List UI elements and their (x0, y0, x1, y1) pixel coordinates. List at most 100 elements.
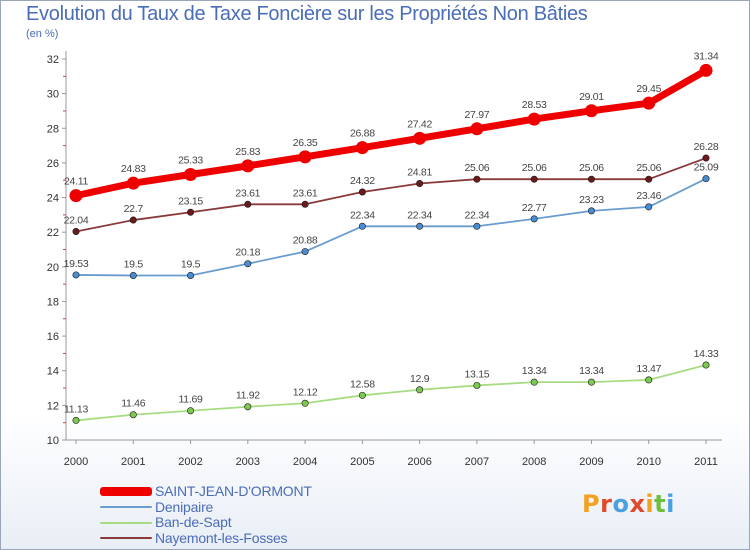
data-point (530, 175, 538, 183)
data-point (702, 175, 710, 183)
data-point (645, 203, 653, 211)
data-point (416, 222, 424, 230)
data-point (587, 207, 595, 215)
data-point (69, 189, 83, 203)
x-tick-label: 2009 (579, 456, 603, 468)
data-label: 23.23 (579, 194, 604, 206)
x-tick-label: 2003 (236, 456, 260, 468)
x-tick-label: 2010 (636, 456, 660, 468)
data-point (358, 391, 366, 399)
data-label: 29.45 (636, 83, 661, 95)
data-label: 31.34 (694, 50, 719, 62)
data-label: 28.53 (522, 99, 547, 111)
data-label: 19.5 (181, 258, 201, 270)
data-label: 25.33 (178, 155, 203, 167)
legend-swatch (100, 537, 152, 540)
data-point (244, 200, 252, 208)
data-point (184, 168, 198, 182)
data-label: 11.46 (121, 398, 145, 410)
y-tick-label: 32 (47, 54, 59, 66)
data-point (473, 222, 481, 230)
data-point (298, 150, 312, 164)
unit-label: (en %) (26, 28, 59, 40)
data-label: 26.35 (293, 137, 318, 149)
data-point (301, 200, 309, 208)
data-point (416, 180, 424, 188)
y-tick-label: 14 (47, 366, 59, 378)
legend-label: Ban-de-Sapt (155, 514, 232, 530)
data-point (645, 175, 653, 183)
series-line (75, 364, 707, 422)
legend-label: Denipaire (155, 498, 214, 515)
data-point (416, 386, 424, 394)
data-point (473, 381, 481, 389)
data-label: 20.18 (235, 247, 260, 259)
series-line (75, 177, 707, 277)
data-point (530, 215, 538, 223)
chart-title: Evolution du Taux de Taxe Foncière sur l… (26, 3, 588, 25)
data-point (702, 154, 710, 162)
data-label: 13.15 (465, 368, 490, 380)
legend-label: Nayemont-les-Fosses (155, 529, 288, 546)
data-point (584, 104, 598, 118)
brand-logo: Proxiti (582, 490, 675, 518)
data-point (72, 271, 80, 279)
data-label: 22.34 (407, 209, 432, 221)
series-line (75, 157, 707, 233)
data-label: 23.61 (293, 187, 318, 199)
y-tick-label: 20 (47, 262, 59, 274)
data-point (72, 416, 80, 424)
legend-item: Denipaire (100, 498, 430, 516)
data-point (301, 248, 309, 256)
data-label: 27.42 (407, 118, 432, 130)
data-label: 23.46 (636, 190, 661, 202)
data-label: 14.33 (694, 348, 719, 360)
data-label: 13.34 (579, 365, 604, 377)
legend-swatch (100, 506, 152, 509)
y-tick-label: 16 (47, 331, 59, 343)
data-point (358, 222, 366, 230)
y-tick-label: 22 (47, 227, 59, 239)
data-point (587, 175, 595, 183)
data-label: 19.53 (64, 258, 89, 270)
data-point (72, 227, 80, 235)
data-label: 24.81 (407, 167, 432, 179)
data-label: 25.09 (694, 162, 719, 174)
y-tick-label: 26 (47, 158, 59, 170)
legend: SAINT-JEAN-D'ORMONT Denipaire Ban-de-Sap… (100, 483, 430, 546)
data-label: 24.11 (64, 176, 88, 188)
data-point (241, 159, 255, 173)
data-label: 24.83 (121, 163, 146, 175)
data-point (301, 399, 309, 407)
data-point (587, 378, 595, 386)
data-point (129, 271, 137, 279)
data-label: 26.88 (350, 128, 375, 140)
data-label: 25.06 (579, 162, 604, 174)
data-point (702, 361, 710, 369)
data-point (244, 260, 252, 268)
data-point (187, 407, 195, 415)
data-label: 25.06 (636, 162, 661, 174)
data-point (358, 188, 366, 196)
y-tick-label: 18 (47, 296, 59, 308)
y-tick-label: 28 (47, 123, 59, 135)
y-tick-label: 24 (47, 193, 59, 205)
data-label: 27.97 (465, 109, 490, 121)
data-label: 22.7 (124, 203, 144, 215)
y-tick-label: 12 (47, 400, 59, 412)
legend-swatch (100, 487, 152, 497)
x-tick-label: 2005 (350, 456, 374, 468)
data-label: 12.9 (410, 373, 430, 385)
data-point (642, 96, 656, 110)
data-point (244, 403, 252, 411)
data-point (129, 216, 137, 224)
data-label: 25.06 (522, 162, 547, 174)
legend-item: SAINT-JEAN-D'ORMONT (100, 483, 430, 500)
x-tick-label: 2007 (465, 456, 489, 468)
data-point (187, 271, 195, 279)
x-tick-label: 2004 (293, 456, 317, 468)
x-tick-label: 2011 (694, 456, 718, 468)
data-point (470, 122, 484, 136)
data-label: 22.04 (64, 214, 89, 226)
